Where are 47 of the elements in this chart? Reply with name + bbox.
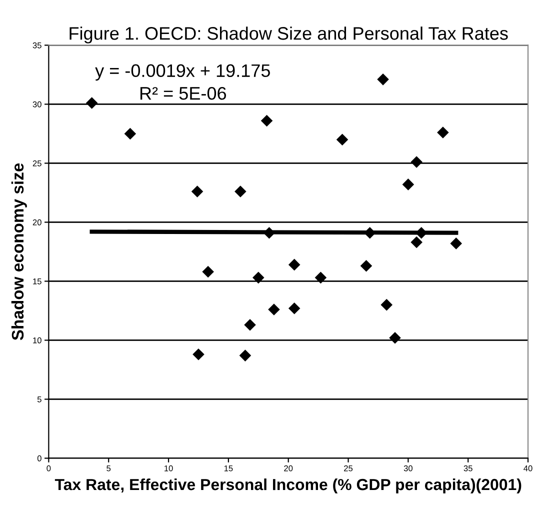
x-tick-label: 15 (224, 465, 233, 472)
y-tick-label: 25 (32, 160, 42, 166)
y-tick-label: 10 (33, 337, 42, 344)
y-tick-label: 15 (33, 278, 42, 284)
x-tick-label: 30 (404, 465, 412, 472)
point (263, 226, 276, 239)
x-tick-label: 10 (164, 465, 173, 472)
y-tick-label: 0 (37, 455, 42, 462)
annotation: R² = 5E-06 (140, 86, 226, 100)
point (380, 298, 393, 311)
point (314, 272, 327, 284)
point (268, 304, 280, 316)
point (377, 74, 389, 86)
point (360, 260, 372, 272)
chart-title: Figure 1. OECD: Shadow Size and Personal Tax Rates (70, 26, 508, 44)
point (86, 97, 98, 109)
x-tick-label: 40 (524, 465, 532, 472)
point (260, 114, 273, 127)
x-tick-label: 5 (106, 465, 111, 472)
point (192, 348, 204, 360)
x-tick-label: 25 (344, 465, 353, 472)
y-tick-label: 20 (32, 219, 42, 226)
y-tick-label: 30 (32, 101, 42, 108)
x-tick-label: 0 (46, 465, 51, 472)
point (410, 156, 422, 168)
x-tick-label: 20 (284, 465, 293, 472)
point (450, 238, 462, 250)
point (288, 258, 300, 271)
y-tick-label: 5 (37, 396, 42, 402)
x-tick-label: 35 (464, 465, 472, 472)
point (234, 186, 246, 198)
point (191, 186, 204, 198)
point (402, 178, 414, 190)
point (244, 318, 256, 331)
point (410, 236, 422, 248)
point (252, 272, 264, 284)
point (239, 350, 252, 362)
y-axis-title: Shadow economy size (11, 163, 27, 340)
point (288, 302, 300, 314)
x-axis-title: Tax Rate, Effective Personal Income (% GDP per capita)(2001) (54, 478, 522, 494)
point (437, 126, 449, 138)
point (336, 134, 348, 146)
y-tick-label: 35 (32, 42, 42, 48)
point (202, 266, 214, 278)
point (124, 128, 136, 140)
point (389, 332, 401, 344)
annotation: y = -0.0019x + 19.175 (95, 64, 270, 81)
